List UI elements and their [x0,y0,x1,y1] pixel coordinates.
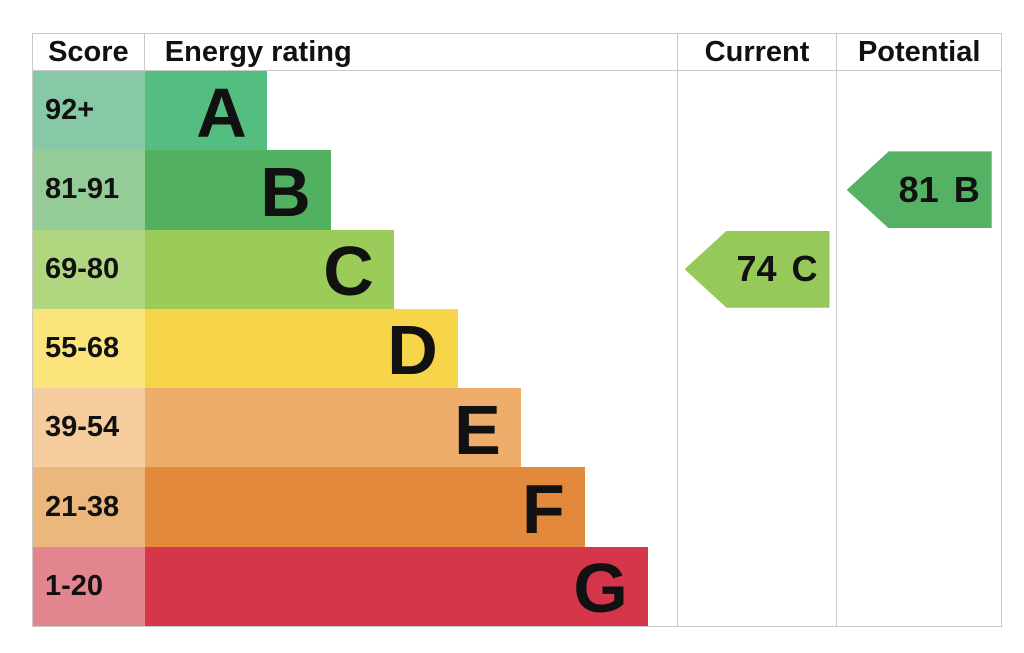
band-bar-f: F [144,467,585,549]
band-row-e: 39-54 E [33,388,1001,469]
band-bar-g: G [144,546,648,628]
band-bar-area: E [144,388,677,469]
epc-rating-chart: Score Energy rating Current Potential 92… [32,33,1002,627]
band-row-g: 1-20 G [33,546,1001,628]
band-bar-a: A [144,71,267,152]
potential-cell: 81 B [836,150,1001,230]
band-bar-d: D [144,308,458,390]
band-letter-f: F [522,470,565,549]
current-rating-value: 74 [736,248,777,290]
band-bar-area: C [144,229,677,311]
band-score-range: 81-91 [33,150,145,230]
potential-rating-arrow: 81 B [846,151,992,229]
current-cell [676,388,837,468]
band-score-range: 69-80 [33,229,145,309]
current-rating-arrow: 74 C [684,230,830,308]
table-header: Score Energy rating Current Potential [33,34,1001,71]
potential-cell [836,308,1001,389]
band-bar-b: B [144,150,331,231]
band-letter-b: B [260,152,311,231]
current-cell [676,150,837,230]
band-row-b: 81-91 B 81 B [33,150,1001,231]
band-bar-area: B [144,150,677,231]
band-letter-a: A [196,73,247,152]
band-row-f: 21-38 F [33,467,1001,549]
band-score-range: 39-54 [33,388,145,468]
band-bar-area: G [144,546,677,628]
potential-cell [836,71,1001,151]
band-letter-d: D [387,311,438,390]
potential-cell [836,546,1001,626]
band-score-range: 21-38 [33,467,145,547]
band-row-a: 92+ A [33,71,1001,152]
current-cell [676,546,837,626]
band-bar-e: E [144,388,521,469]
energy-rating-column-header: Energy rating [164,35,352,68]
band-score-range: 1-20 [33,546,145,626]
band-bar-area: F [144,467,677,549]
band-bar-c: C [144,229,394,311]
current-cell: 74 C [676,229,837,309]
band-bar-area: A [144,71,677,152]
potential-cell [836,388,1001,468]
band-bar-area: D [144,308,677,390]
potential-column-header: Potential [836,34,1001,70]
current-cell [676,308,837,389]
band-score-range: 92+ [33,71,145,151]
potential-cell [836,229,1001,309]
band-letter-g: G [573,549,628,628]
band-row-c: 69-80 C 74 C [33,229,1001,311]
current-cell [676,467,837,547]
potential-rating-band: B [953,168,980,210]
band-score-range: 55-68 [33,308,145,389]
score-column-header: Score [33,34,145,70]
current-column-header: Current [676,34,837,70]
band-letter-e: E [454,390,501,469]
potential-rating-value: 81 [898,168,939,210]
current-cell [676,71,837,151]
band-rows: 92+ A 81-91 B 81 B 69-80 C 74 C 55-68 D 39-54 E 21-38 F… [33,71,1001,626]
band-letter-c: C [323,232,374,311]
current-rating-band: C [791,248,818,290]
band-row-d: 55-68 D [33,308,1001,390]
potential-cell [836,467,1001,547]
